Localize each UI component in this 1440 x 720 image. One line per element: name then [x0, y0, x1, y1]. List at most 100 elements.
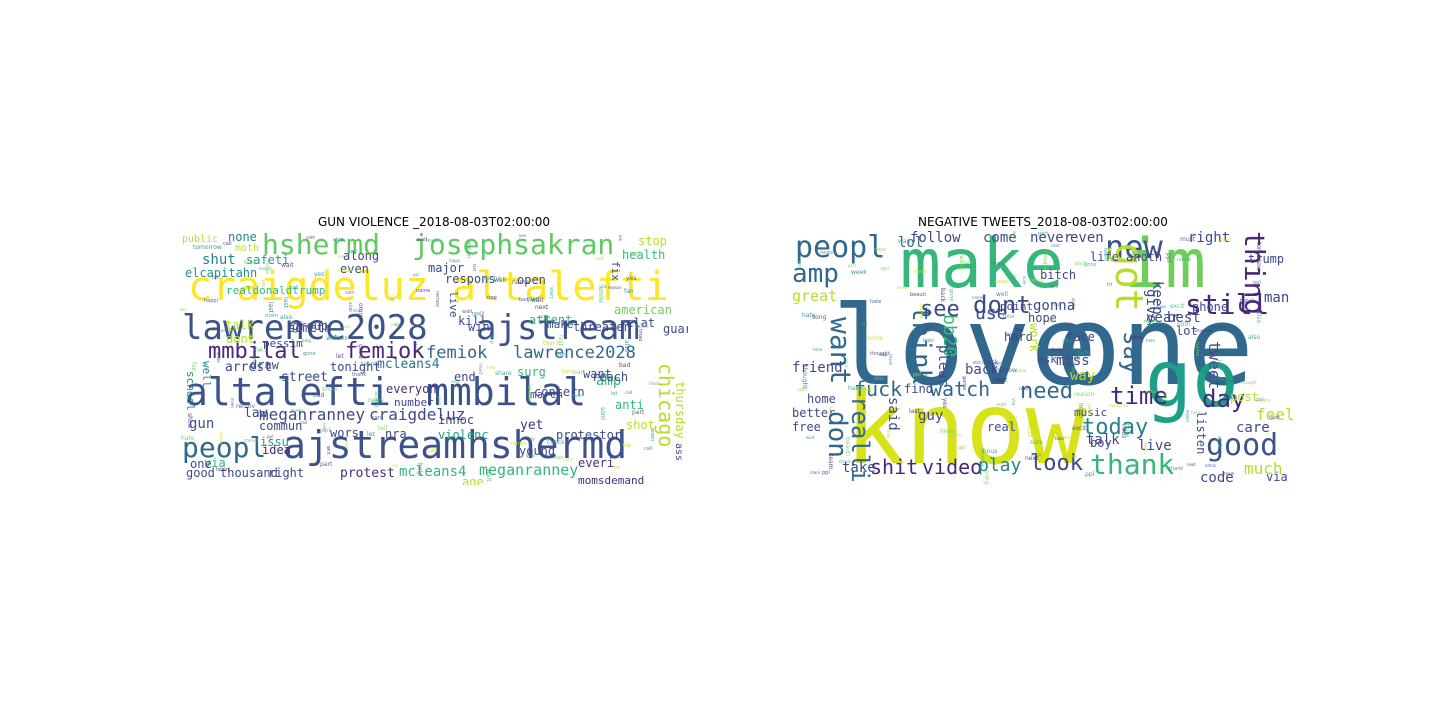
cloud-filler-word: check: [839, 459, 851, 464]
cloud-word: number: [394, 396, 434, 409]
cloud-word: respons: [445, 272, 496, 286]
cloud-filler-word: hate: [802, 312, 816, 319]
cloud-filler-word: ive: [618, 235, 623, 241]
cloud-filler-word: song: [983, 470, 990, 485]
cloud-filler-word: show: [322, 386, 338, 393]
cloud-word: everyon: [386, 382, 437, 396]
cloud-filler-word: also: [1255, 311, 1262, 324]
cloud-filler-word: smile: [867, 335, 883, 342]
cloud-word: said: [885, 397, 901, 431]
cloud-word: health: [622, 248, 666, 262]
cloud-word: trump: [1248, 252, 1285, 266]
cloud-filler-word: excit: [973, 360, 985, 366]
cloud-filler-word: total: [1163, 392, 1168, 402]
cloud-filler-word: back: [1052, 347, 1062, 352]
cloud-filler-word: noth: [345, 290, 355, 295]
cloud-filler-word: ppl: [413, 272, 420, 277]
cloud-filler-word: nous: [1156, 304, 1166, 309]
cloud-filler-word: via: [599, 284, 607, 290]
cloud-word: lawrence2028: [513, 343, 636, 363]
panel-title-gun-violence: GUN VIOLENCE _2018-08-03T02:00:00: [317, 215, 551, 229]
cloud-filler-word: song: [857, 386, 872, 393]
cloud-filler-word: start: [548, 287, 554, 299]
cloud-word: know: [845, 370, 1086, 485]
cloud-word: still: [1185, 288, 1270, 321]
cloud-filler-word: let: [1215, 360, 1222, 368]
cloud-filler-word: also: [1248, 334, 1261, 341]
cloud-filler-word: bad: [313, 392, 325, 399]
cloud-word: stop: [638, 234, 667, 248]
cloud-word: guard: [663, 322, 688, 336]
cloud-filler-word: ive: [283, 374, 289, 382]
cloud-word: craigdeluz: [188, 264, 429, 310]
cloud-word: someth: [288, 321, 332, 335]
cloud-filler-word: yes: [626, 275, 637, 282]
cloud-filler-word: call: [625, 390, 632, 395]
cloud-word: way: [1070, 368, 1096, 384]
cloud-filler-word: show: [1031, 452, 1042, 457]
cloud-filler-word: beauti: [526, 385, 532, 401]
cloud-word: back: [965, 362, 999, 378]
cloud-word: ajstream: [283, 423, 467, 467]
cloud-word: age: [462, 475, 484, 485]
cloud-filler-word: last: [282, 297, 289, 308]
cloud-filler-word: thank: [649, 381, 661, 386]
cloud-word: talk: [1086, 432, 1120, 448]
cloud-word: violenc: [438, 428, 489, 442]
cloud-word: right: [268, 466, 305, 480]
cloud-filler-word: stop: [1223, 378, 1234, 384]
cloud-word: attent: [529, 313, 573, 327]
cloud-filler-word: wait: [349, 249, 358, 254]
cloud-word: im: [1124, 231, 1206, 304]
cloud-word: one: [190, 457, 212, 471]
cloud-filler-word: part: [632, 409, 645, 416]
cloud-word: fuck: [854, 377, 903, 401]
cloud-filler-word: ppl: [958, 445, 966, 451]
cloud-filler-word: beauti: [910, 292, 926, 298]
cloud-filler-word: happi: [449, 258, 461, 263]
cloud-filler-word: fan: [1142, 443, 1148, 451]
cloud-word: home: [807, 392, 836, 406]
cloud-word: well: [200, 361, 213, 388]
cloud-filler-word: part: [1038, 231, 1049, 237]
cloud-word: use: [975, 303, 1008, 324]
cloud-filler-word: also: [280, 314, 293, 321]
cloud-filler-word: hate: [1214, 325, 1226, 331]
cloud-filler-word: noth: [635, 323, 649, 330]
cloud-word: yet: [520, 418, 544, 433]
cloud-word: amp: [792, 259, 839, 289]
cloud-word: shot: [626, 418, 655, 432]
cloud-filler-word: realli: [335, 336, 348, 342]
cloud-filler-word: team: [827, 454, 834, 470]
cloud-filler-word: sure: [1030, 439, 1043, 446]
cloud-word: play: [978, 455, 1022, 476]
cloud-word: end: [454, 370, 476, 384]
cloud-filler-word: hate: [1077, 350, 1091, 357]
cloud-filler-word: name: [512, 279, 530, 286]
cloud-word: tonight: [330, 360, 381, 374]
cloud-filler-word: also: [623, 340, 630, 353]
cloud-filler-word: hate: [870, 299, 882, 305]
cloud-filler-word: news: [1064, 454, 1077, 460]
cloud-filler-word: total: [964, 260, 974, 265]
cloud-filler-word: smile: [1216, 436, 1222, 450]
cloud-filler-word: total: [1003, 314, 1015, 320]
cloud-word: great: [792, 287, 838, 305]
cloud-filler-word: week: [851, 269, 867, 276]
cloud-filler-word: hate: [848, 385, 862, 392]
cloud-filler-word: ppl: [1048, 318, 1056, 324]
cloud-filler-word: name: [416, 288, 431, 294]
cloud-filler-word: read: [477, 363, 483, 375]
cloud-filler-word: mean: [244, 438, 259, 444]
cloud-word: lawrence2028: [182, 308, 428, 348]
cloud-word: thank: [1090, 448, 1175, 481]
cloud-filler-word: news: [368, 397, 384, 404]
cloud-filler-word: excit: [1072, 425, 1087, 432]
cloud-filler-word: team: [216, 467, 229, 473]
cloud-word: one: [1055, 282, 1254, 410]
cloud-word: peopl: [182, 431, 267, 464]
cloud-filler-word: show: [571, 393, 582, 398]
cloud-filler-word: hate: [562, 369, 574, 375]
cloud-filler-word: total: [813, 347, 823, 352]
cloud-filler-word: tri: [1107, 282, 1113, 288]
